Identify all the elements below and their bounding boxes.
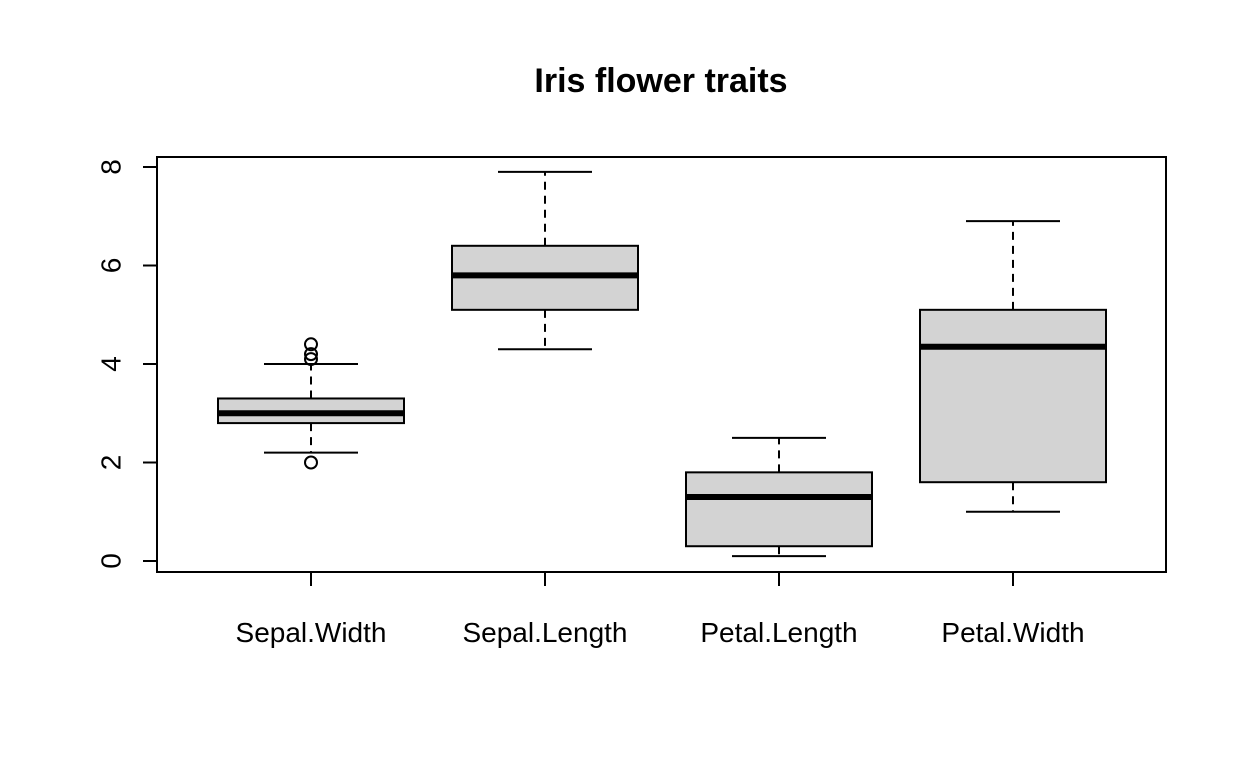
box-iqr [685,471,873,548]
chart-title: Iris flower traits [534,62,787,100]
y-tick-label: 4 [96,356,127,372]
y-tick-label: 2 [96,455,127,471]
outlier-point [304,337,318,352]
x-tick-label: Sepal.Length [462,617,627,648]
box-group [217,337,405,470]
x-tick-label: Petal.Length [700,617,857,648]
outlier-point [304,347,318,362]
y-tick-label: 6 [96,258,127,274]
box-group [451,170,639,351]
box-group [919,220,1107,513]
outlier-point [304,455,318,470]
box-series [217,170,1107,558]
y-tick-label: 0 [96,553,127,569]
box-group [685,436,873,558]
y-tick-label: 8 [96,159,127,175]
x-tick-label: Sepal.Width [236,617,387,648]
x-axis: Sepal.Width Sepal.Length Petal.Length Petal… [236,572,1085,648]
y-axis: 0 2 4 6 8 [96,159,158,569]
outlier-point [304,352,318,367]
x-tick-label: Petal.Width [941,617,1084,648]
box-iqr [919,308,1107,484]
